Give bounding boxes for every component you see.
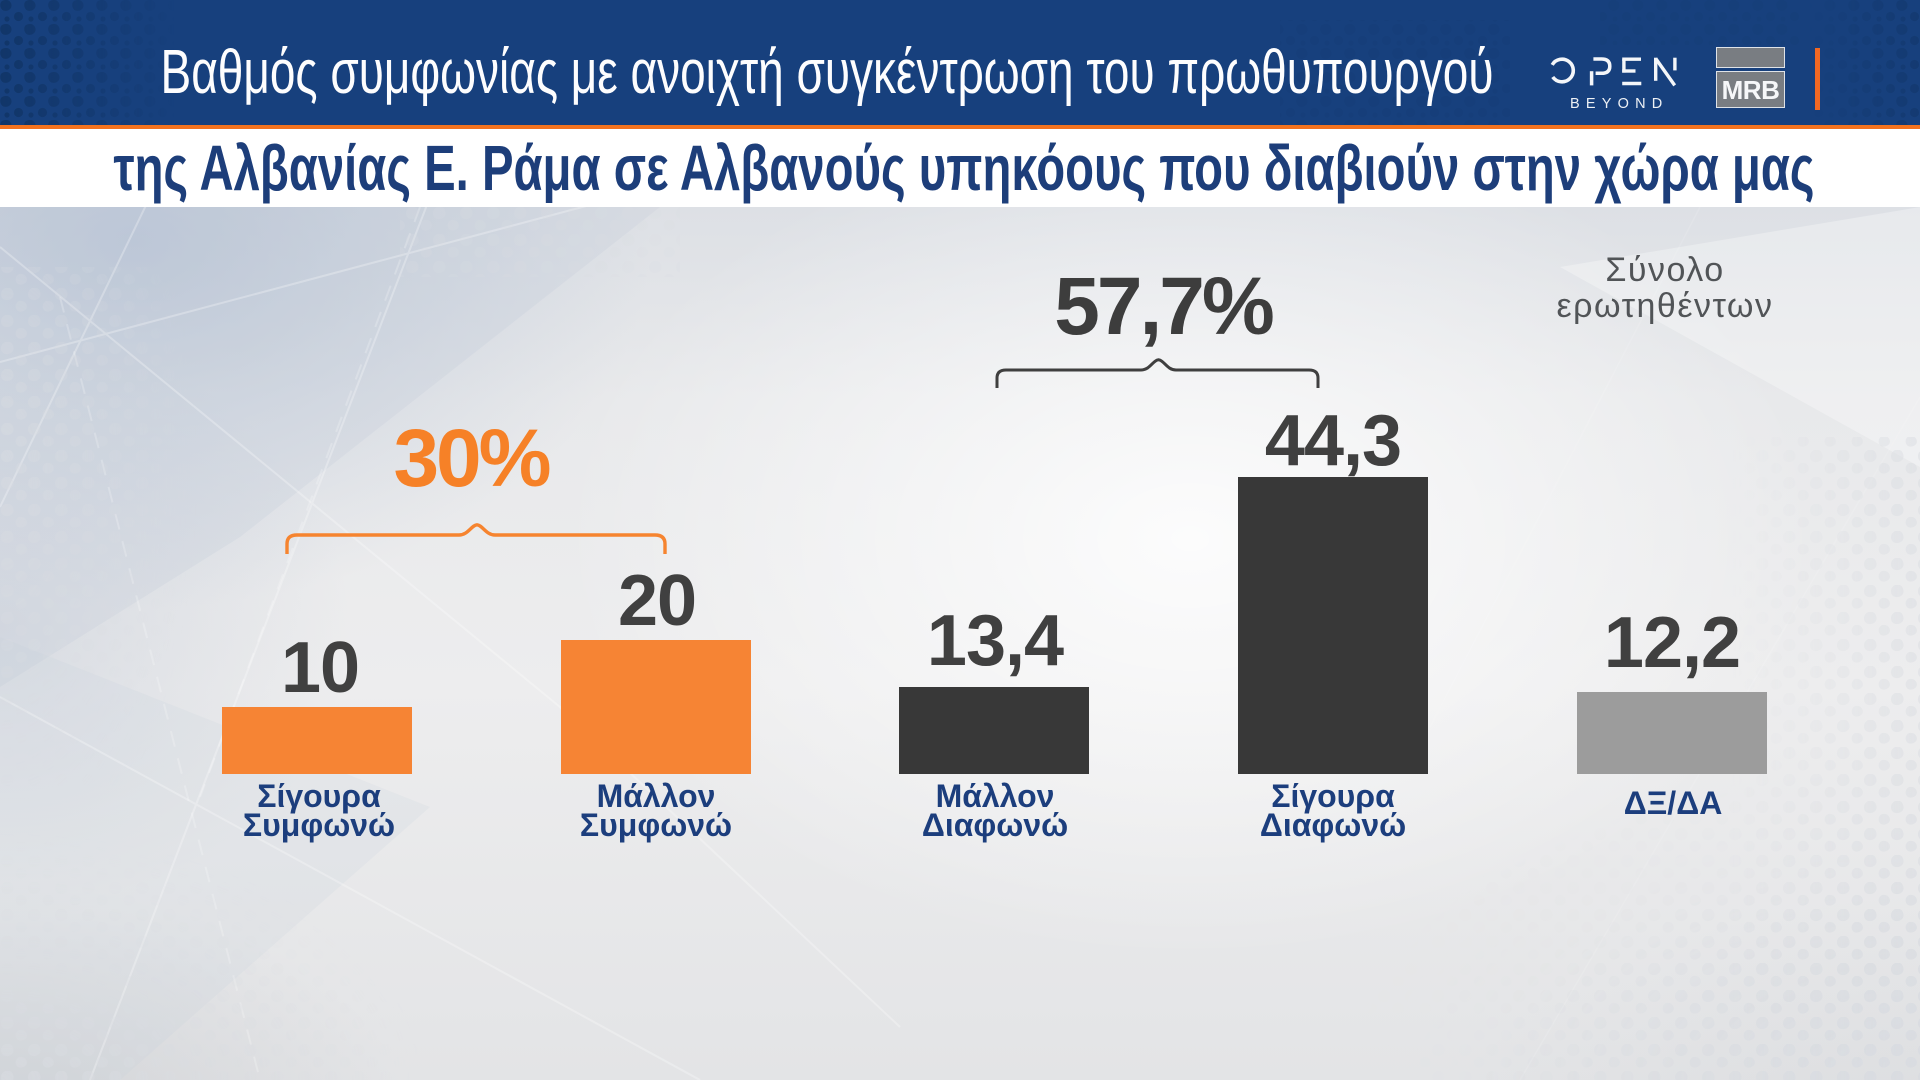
- svg-text:BEYOND: BEYOND: [1570, 96, 1668, 112]
